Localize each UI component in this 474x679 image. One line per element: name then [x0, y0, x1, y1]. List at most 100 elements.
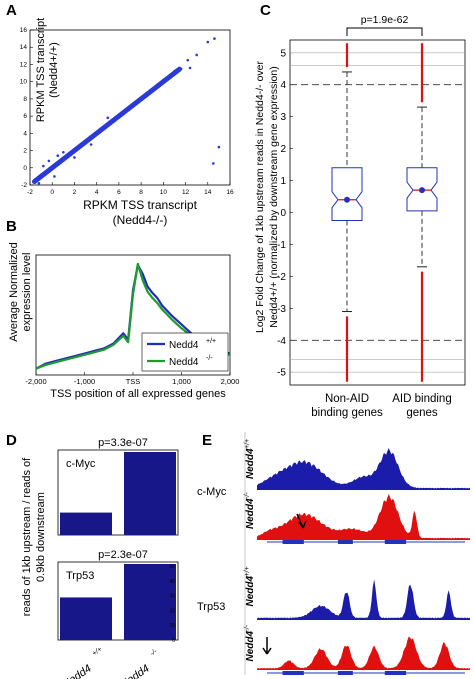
panel-a-point [34, 178, 37, 182]
panel-a-point [54, 164, 57, 168]
panel-a-x-tick-label: 2 [73, 189, 77, 196]
panel-c-category-label-2a: AID binding [392, 393, 451, 405]
panel-d-xcat-ko-sup: -/- [149, 648, 159, 658]
panel-d-letter: D [6, 432, 17, 449]
panel-c-pvalue-bracket [346, 27, 423, 36]
panel-a-point [73, 148, 76, 151]
panel-b-ylabel-line1: Average Normalized [8, 242, 20, 342]
panel-a-point [39, 173, 43, 176]
panel-b-x-tick-label: 2,000 [221, 377, 240, 386]
panel-b-legend-label-ko: Nedd4 [169, 357, 199, 368]
panel-a-point [90, 136, 94, 139]
panel-a-x-tick-label: 0 [50, 189, 54, 196]
panel-a-point [148, 89, 152, 93]
panel-e-genotype-label: Nedd4 [245, 631, 256, 662]
panel-d-gene-label-bg [62, 455, 102, 470]
panel-c-category-label-2b: genes [406, 407, 438, 419]
panel-a-point [45, 171, 48, 175]
panel-a-y-tick-label: 16 [20, 27, 28, 34]
panel-a-scatter-chart: -2 0 2 4 6 8 10 12 14 16 -2 0 2 4 6 8 10 12 14 16 [20, 27, 234, 196]
panel-a-point [84, 139, 87, 143]
panel-a-point [122, 110, 125, 114]
panel-a-x-tick-label: -2 [27, 189, 33, 196]
panel-c-y-tick-label: 2 [280, 144, 286, 155]
panel-a-point [162, 78, 165, 82]
panel-e-exon [337, 671, 353, 675]
panel-c-mean-marker [419, 187, 425, 194]
panel-c-ylabel: Log2 Fold Change of 1kb upstream reads i… [253, 32, 287, 362]
panel-e-arrow-cmyc [296, 513, 307, 529]
panel-d-gene-label-bg [62, 567, 102, 582]
panel-c-y-tick-label: -5 [277, 368, 286, 379]
panel-a-ylabel-line2: (Nedd4+/+) [48, 42, 60, 98]
panel-a-x-tick-label: 12 [182, 189, 190, 196]
panel-d-y-tick-label: 10 [169, 623, 175, 629]
panel-e-arrow-trp53 [262, 637, 272, 655]
panel-a-y-tick-label: 12 [20, 61, 28, 68]
panel-d-y-tick-label: 0 [172, 638, 175, 644]
panel-a-point [99, 129, 103, 133]
panel-a-point [56, 154, 60, 158]
panel-a-point [47, 159, 51, 163]
panel-a-y-tick-label: 8 [23, 96, 27, 103]
panel-c-pvalue: p=1.9e-62 [361, 14, 409, 26]
panel-d-xcat-wt: Nedd4 [60, 663, 93, 679]
panel-c-frame [289, 39, 466, 386]
panel-a-x-tick-label: 4 [95, 189, 99, 196]
panel-b-ylabel-line2: expression level [21, 252, 33, 332]
panel-e-exon [282, 540, 304, 544]
panel-b-x-tick-label: TSS [126, 377, 141, 386]
panel-b-letter: B [6, 218, 17, 235]
panel-a-ylabel-line1: RPKM TSS transcript [35, 17, 47, 123]
panel-e-gene-cmyc: c-Myc [197, 486, 227, 498]
panel-a-xlabel: RPKM TSS transcript (Nedd4-/-) [55, 198, 225, 228]
panel-b-x-tick-label: -1,000 [74, 377, 95, 386]
panel-a-point [206, 40, 210, 44]
panel-a-point [135, 100, 138, 103]
panel-a-x-tick-label: 16 [226, 189, 234, 196]
panel-d-y-tick-label: 40 [169, 579, 175, 585]
panel-d-y-tick-label: 50 [169, 564, 175, 570]
panel-a-point [212, 162, 215, 165]
panel-b-legend-sup-wt: +/+ [206, 338, 216, 345]
panel-a-point [87, 137, 91, 140]
panel-a-letter: A [6, 2, 17, 19]
panel-d-bar-charts: p=3.3e-07c-Myc p=2.3e-07 Trp53 50 40 30 20 10 0 N… [57, 437, 179, 679]
panel-b-ylabel: Average Normalized expression level [8, 222, 42, 362]
panel-a-point [117, 113, 121, 117]
panel-a-y-tick-label: 10 [20, 79, 28, 86]
panel-b-xlabel: TSS position of all expressed genes [50, 388, 226, 400]
panel-a-point [113, 119, 116, 122]
panel-c-box [331, 167, 363, 221]
panel-e-coverage-track [257, 448, 470, 490]
panel-a-point [217, 145, 221, 149]
panel-c-letter: C [260, 2, 271, 19]
panel-a-y-tick-label: 4 [23, 130, 27, 137]
panel-a-xlabel-line2: (Nedd4-/-) [112, 213, 168, 227]
panel-a-point [104, 124, 107, 127]
panel-a-ylabel: RPKM TSS transcript (Nedd4+/+) [35, 5, 75, 135]
panel-c-y-tick-label: -3 [277, 304, 286, 315]
panel-a-y-tick-label: 2 [23, 148, 27, 155]
panel-a-point [62, 150, 65, 154]
panel-d-frame [57, 561, 179, 641]
panel-e-genotype-label: Nedd4 [245, 576, 256, 607]
panel-c-ylabel-line1: Log2 Fold Change of 1kb upstream reads i… [254, 61, 266, 333]
panel-e-genotype-sup: -/- [244, 492, 251, 499]
panel-b-line-chart: -2,000 -1,000 TSS 1,000 2,000 TSS position of… [25, 254, 240, 400]
panel-e-coverage-track [257, 579, 470, 620]
panel-a-point [130, 105, 134, 108]
panel-d-ylabel: reads of 1kb upstream / reads of 0.9kb d… [20, 442, 54, 632]
panel-d-frame [57, 449, 179, 536]
panel-e-letter: E [202, 432, 213, 449]
panel-a-point [167, 76, 171, 80]
panel-e-genotype-label: Nedd4 [245, 448, 256, 479]
panel-c-category-label-1b: binding genes [311, 407, 383, 419]
panel-e-exon [282, 671, 304, 675]
panel-c-y-tick-label: 4 [280, 80, 286, 91]
panel-a-point [157, 82, 161, 86]
panel-a-point [62, 157, 65, 160]
panel-d-bar [124, 452, 176, 535]
panel-a-point [37, 181, 41, 185]
panel-d-bar [60, 512, 112, 535]
